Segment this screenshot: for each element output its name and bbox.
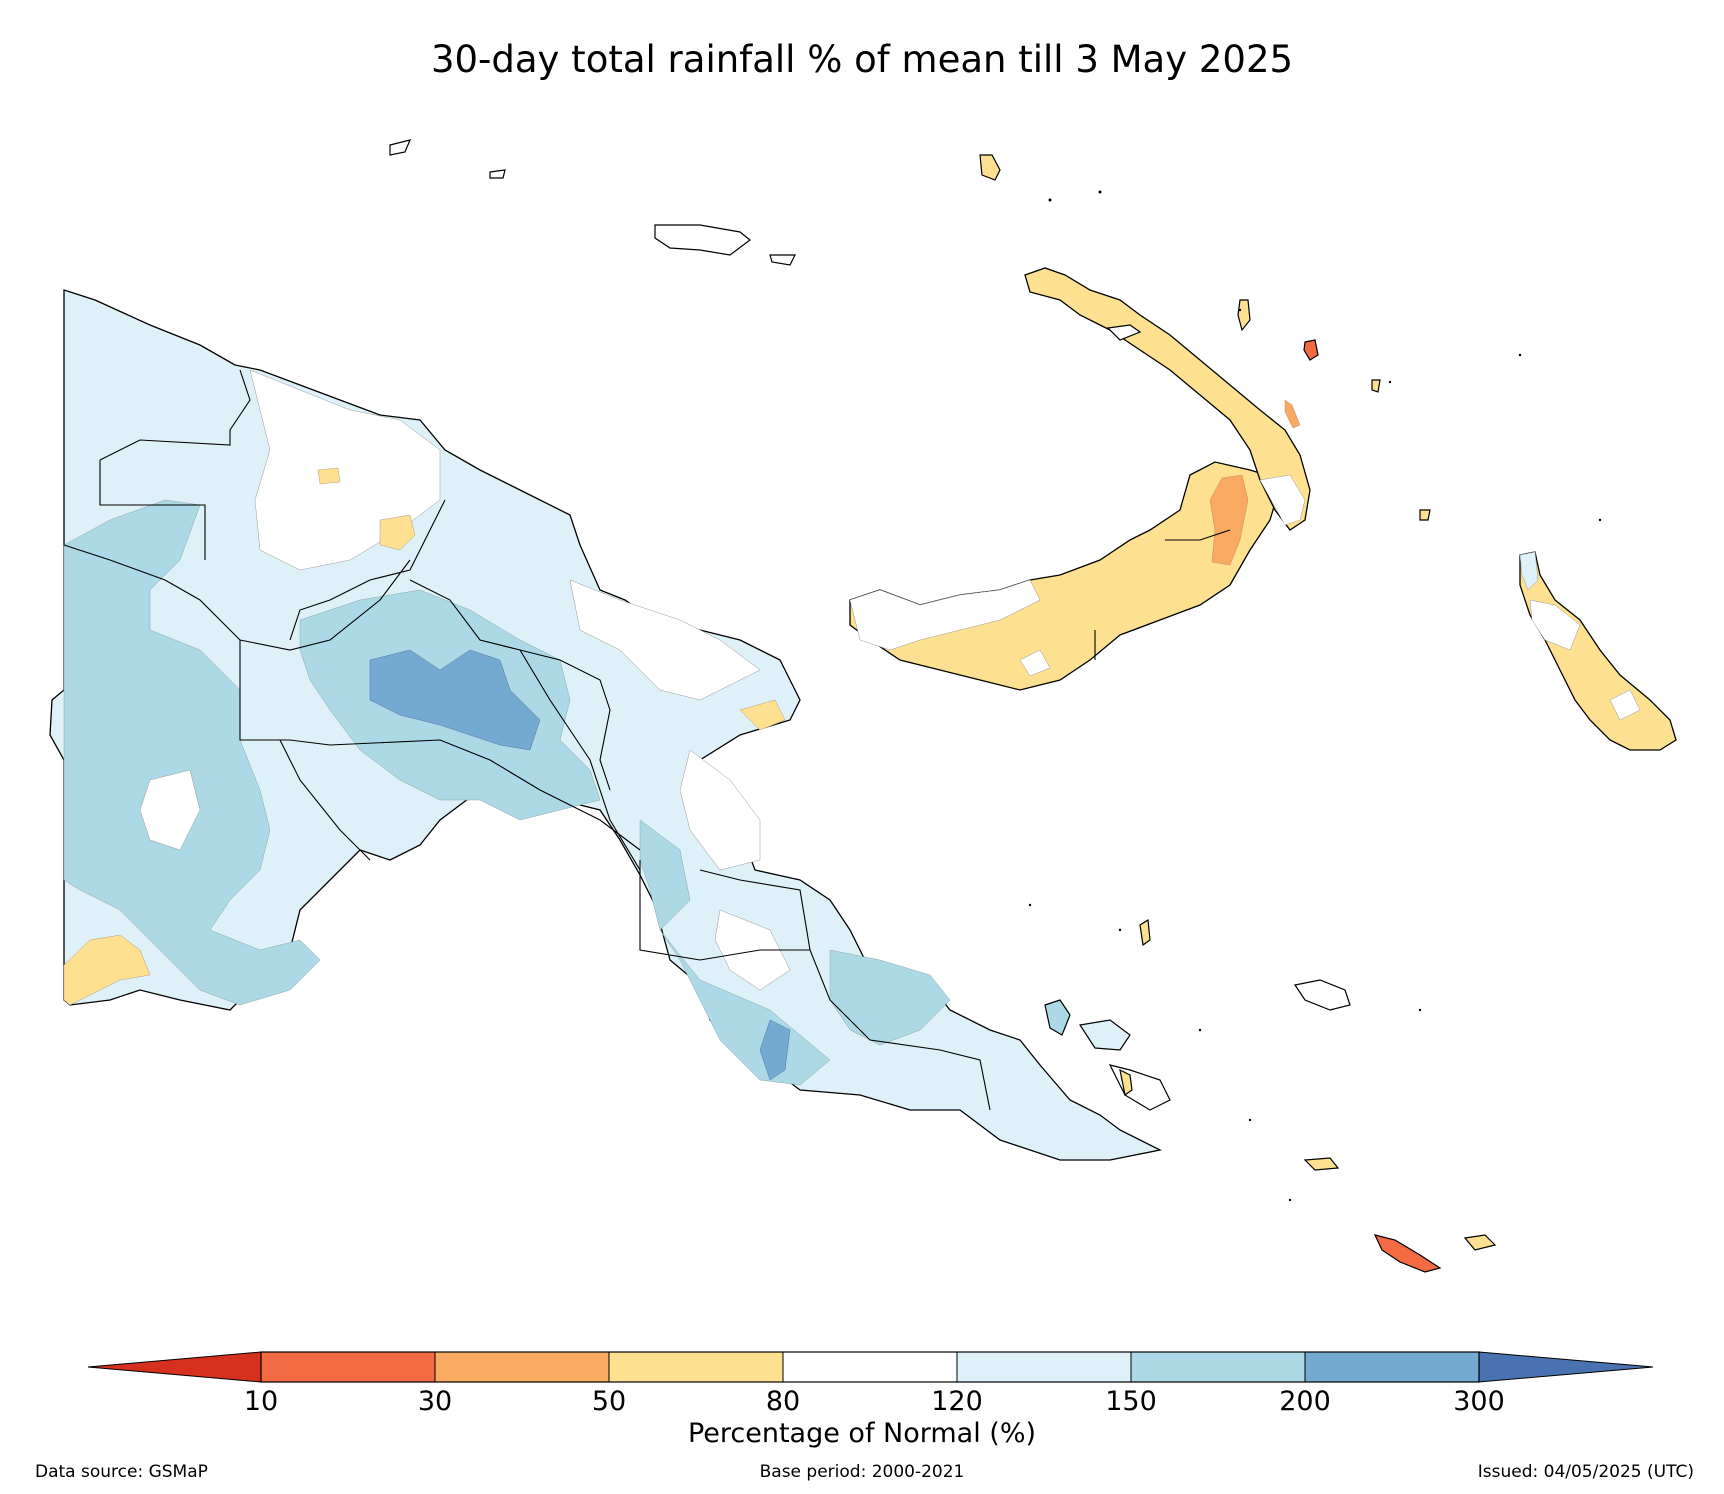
admiralty-islands bbox=[389, 139, 796, 266]
rain-zone-50-80-southwest bbox=[63, 934, 151, 1006]
colorbar bbox=[87, 1351, 1654, 1383]
new-britain-normal-west bbox=[849, 579, 1041, 651]
base-period-note: Base period: 2000-2021 bbox=[759, 1462, 965, 1482]
colorbar-tick: 10 bbox=[243, 1386, 279, 1417]
colorbar-swatch-80-120 bbox=[783, 1352, 957, 1382]
new-britain bbox=[849, 461, 1283, 691]
northern-islands bbox=[979, 154, 1431, 521]
new-ireland-normal-south bbox=[1259, 474, 1306, 526]
rain-zone-150-200-south-east bbox=[639, 819, 831, 1086]
bougainville bbox=[1519, 551, 1677, 751]
new-ireland bbox=[1024, 267, 1311, 531]
colorbar-tick: 80 bbox=[765, 1386, 801, 1417]
colorbar-swatch-10-30 bbox=[261, 1352, 435, 1382]
colorbar-tick: 150 bbox=[1105, 1386, 1157, 1417]
colorbar-tick: 30 bbox=[417, 1386, 453, 1417]
bougainville-normal-south bbox=[1609, 689, 1641, 721]
bougainville-normal-north bbox=[1529, 599, 1581, 651]
new-britain-normal-gap bbox=[1019, 649, 1051, 677]
rain-zone-50-80-sepik bbox=[379, 514, 416, 551]
colorbar-swatch-200-300 bbox=[1305, 1352, 1479, 1382]
colorbar-label: Percentage of Normal (%) bbox=[687, 1418, 1037, 1449]
new-hanover bbox=[1106, 324, 1142, 341]
issued-date-note: Issued: 04/05/2025 (UTC) bbox=[1477, 1462, 1694, 1482]
rain-zone-200-300-gulf bbox=[759, 1019, 791, 1081]
rain-zone-80-120-western bbox=[139, 769, 201, 851]
colorbar-frame bbox=[260, 1351, 1480, 1383]
colorbar-swatch-30-50 bbox=[435, 1352, 609, 1382]
rain-zone-80-120-morobe bbox=[679, 749, 761, 871]
tabar-island bbox=[1303, 339, 1319, 361]
data-source-note: Data source: GSMaP bbox=[35, 1462, 208, 1482]
rain-zone-50-80-madang bbox=[739, 699, 786, 731]
new-ireland-30-50 bbox=[1284, 399, 1301, 429]
rain-zone-80-120-madang bbox=[569, 579, 761, 701]
colorbar-extend-low bbox=[87, 1351, 262, 1383]
milne-bay-islands bbox=[1044, 918, 1497, 1273]
colorbar-tick: 50 bbox=[591, 1386, 627, 1417]
new-britain-30-50-core bbox=[1209, 474, 1249, 566]
colorbar-tick: 200 bbox=[1279, 1386, 1331, 1417]
colorbar-swatch-50-80 bbox=[609, 1352, 783, 1382]
colorbar-swatch-150-200 bbox=[1131, 1352, 1305, 1382]
bougainville-120-150 bbox=[1519, 551, 1539, 591]
colorbar-swatch-120-150 bbox=[957, 1352, 1131, 1382]
rain-zone-200-300-core bbox=[369, 649, 541, 751]
colorbar-extend-high bbox=[1478, 1351, 1654, 1383]
bougainville-base bbox=[1519, 551, 1677, 751]
rain-zone-150-200-oro bbox=[829, 949, 951, 1046]
rain-zone-80-120-central bbox=[714, 909, 791, 991]
rain-zone-150-200-west bbox=[63, 499, 321, 1006]
province-boundaries bbox=[63, 369, 991, 1111]
mainland bbox=[49, 289, 1162, 1161]
colorbar-tick: 300 bbox=[1453, 1386, 1505, 1417]
small-islets bbox=[1028, 190, 1602, 1202]
colorbar-tick: 120 bbox=[931, 1386, 983, 1417]
map-title: 30-day total rainfall % of mean till 3 M… bbox=[430, 38, 1294, 81]
rain-zone-50-80-wewak bbox=[317, 467, 341, 485]
